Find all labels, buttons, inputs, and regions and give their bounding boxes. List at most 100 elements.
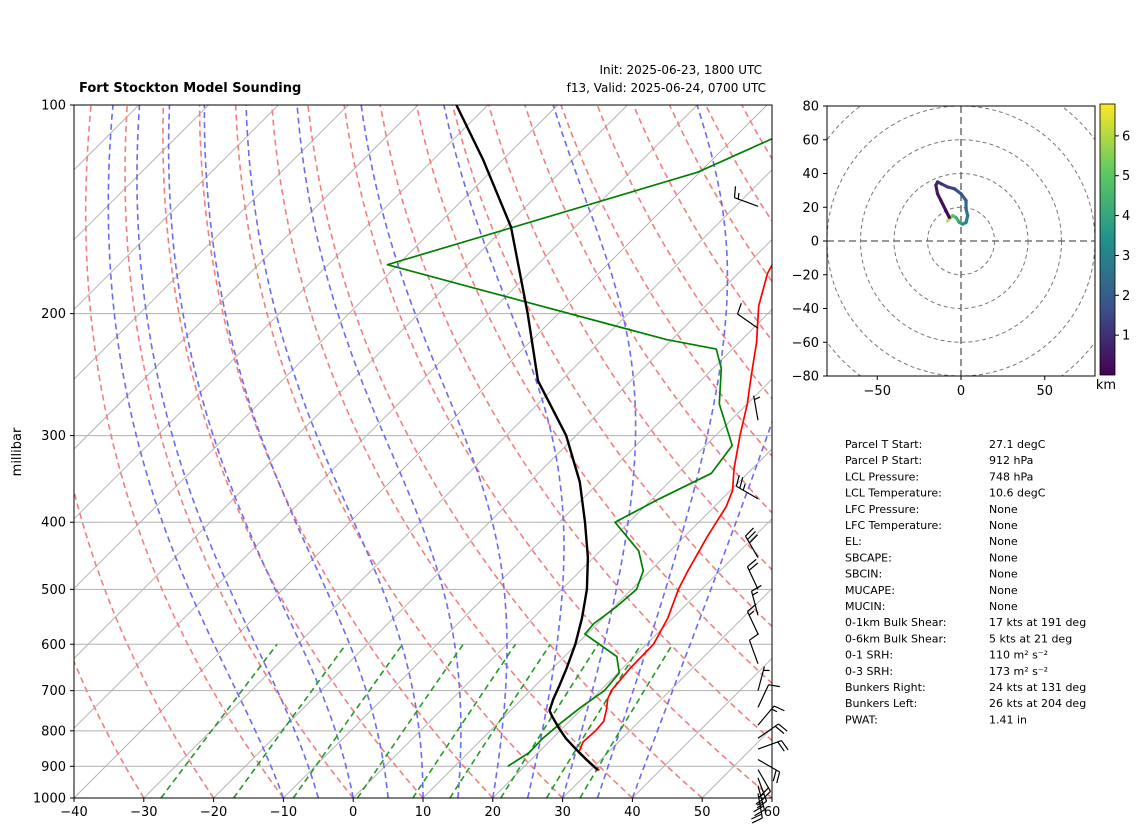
parameter-value: None <box>989 503 1018 516</box>
moist-adiabat <box>167 105 354 798</box>
barb-flag <box>777 741 785 752</box>
wind-barb <box>733 186 759 207</box>
hodograph-segment <box>944 209 951 219</box>
isotherm-line <box>74 105 698 729</box>
parameter-value: 24 kts at 131 deg <box>989 681 1086 694</box>
hodograph-y-tick-label: 40 <box>802 167 819 182</box>
parameter-label: LCL Temperature: <box>845 487 942 500</box>
wind-barb <box>753 785 766 817</box>
isotherm-line <box>74 105 558 590</box>
barb-shaft <box>757 777 768 802</box>
barb-flag <box>776 771 781 784</box>
hodograph-y-tick-label: −20 <box>792 268 819 283</box>
barb-half-flag <box>758 793 765 798</box>
isotherm-line <box>492 518 772 798</box>
barb-half-flag <box>742 484 746 491</box>
barb-flag <box>749 633 760 641</box>
dry-adiabat <box>307 105 703 798</box>
hodograph-y-tick-label: 80 <box>802 100 819 115</box>
barb-flag <box>739 477 744 489</box>
isotherm-line <box>352 378 772 798</box>
parameter-value: 26 kts at 204 deg <box>989 697 1086 710</box>
parameter-label: EL: <box>845 535 862 548</box>
barb-flag <box>745 527 754 537</box>
moist-adiabat <box>136 105 320 798</box>
barb-flag <box>747 530 756 540</box>
dry-adiabat <box>451 105 772 628</box>
hodograph-x-tick-label: 0 <box>957 384 965 399</box>
wind-barb <box>736 303 759 329</box>
colorbar-tick-label: 4 <box>1122 209 1130 224</box>
barb-flag <box>772 769 777 782</box>
isotherm-line <box>74 105 349 380</box>
isotherm-line <box>74 105 489 520</box>
mixing-ratio-line <box>232 643 347 798</box>
parameter-label: MUCIN: <box>845 600 885 613</box>
y-tick-label: 900 <box>41 760 66 775</box>
y-tick-label: 400 <box>41 516 66 531</box>
y-axis-label: millibar <box>10 427 25 476</box>
parameter-value: 5 kts at 21 deg <box>989 632 1072 645</box>
x-tick-label: −10 <box>270 805 297 820</box>
mixing-ratio-line <box>449 643 552 798</box>
parameter-label: LFC Pressure: <box>845 503 919 516</box>
isotherm-line <box>213 238 772 798</box>
moist-adiabat <box>360 105 508 798</box>
x-tick-label: −20 <box>200 805 227 820</box>
isotherm-line <box>632 657 772 798</box>
barb-shaft <box>753 395 759 421</box>
barb-flag <box>755 797 766 805</box>
parcel-line <box>455 105 599 772</box>
wind-barb <box>757 739 789 752</box>
hodograph-y-tick-label: 20 <box>802 201 819 216</box>
barb-shaft <box>757 793 763 819</box>
parameter-value: 27.1 degC <box>989 438 1046 451</box>
hodograph-trace <box>934 180 970 226</box>
barb-flag <box>778 723 788 732</box>
hodograph-x-tick-label: −50 <box>864 384 891 399</box>
mixing-ratio-line <box>545 643 642 798</box>
isotherm-line <box>143 169 772 798</box>
dewpoint-line <box>386 137 772 768</box>
mixing-ratio-line <box>412 643 517 798</box>
dry-adiabat <box>74 487 215 798</box>
hodograph-y-tick-label: −40 <box>792 302 819 317</box>
parameter-label: SBCIN: <box>845 568 882 581</box>
parameter-value: 173 m² s⁻² <box>989 665 1048 678</box>
wind-barb <box>744 527 759 558</box>
barb-half-flag <box>754 396 761 401</box>
colorbar <box>1099 103 1116 376</box>
x-tick-label: 50 <box>694 805 711 820</box>
parameter-label: PWAT: <box>845 713 878 726</box>
parameter-value: None <box>989 600 1018 613</box>
wind-barbs <box>733 186 789 824</box>
dry-adiabat <box>198 105 494 798</box>
isotherm-line <box>74 105 768 798</box>
colorbar-label: km <box>1096 378 1116 393</box>
wind-barb <box>753 395 761 421</box>
valid-time: f13, Valid: 2025-06-24, 0700 UTC <box>567 81 766 95</box>
barb-flag <box>735 475 740 487</box>
parameter-label: Bunkers Left: <box>845 697 917 710</box>
isotherm-line <box>74 105 628 660</box>
parameter-value: 912 hPa <box>989 454 1033 467</box>
hodograph-x-tick-label: 50 <box>1036 384 1053 399</box>
barb-flag <box>774 725 785 734</box>
barb-half-flag <box>752 591 759 596</box>
barb-shaft <box>746 611 759 635</box>
isotherm-line <box>74 105 209 241</box>
y-tick-label: 1000 <box>33 792 66 807</box>
barb-flag <box>751 813 762 820</box>
isotherm-line <box>74 105 419 450</box>
wind-barb <box>748 633 760 664</box>
hodograph-plot: −50 0 50 −80 −60 −40 −20 0 20 40 60 80 1 2 3 4 5 6 km <box>792 100 1131 400</box>
parameter-label: 0-3 SRH: <box>845 665 893 678</box>
dry-adiabat <box>524 105 772 515</box>
colorbar-tick-label: 3 <box>1122 249 1130 264</box>
skew-t-plot: −40 −30 −20 −10 0 10 20 30 40 50 60 100 200 300 400 500… <box>10 99 789 824</box>
parameter-label: Parcel P Start: <box>845 454 922 467</box>
y-tick-label: 100 <box>41 99 66 114</box>
mixing-ratio-line <box>292 643 404 798</box>
parameter-label: LCL Pressure: <box>845 470 919 483</box>
barb-shaft <box>757 759 780 773</box>
